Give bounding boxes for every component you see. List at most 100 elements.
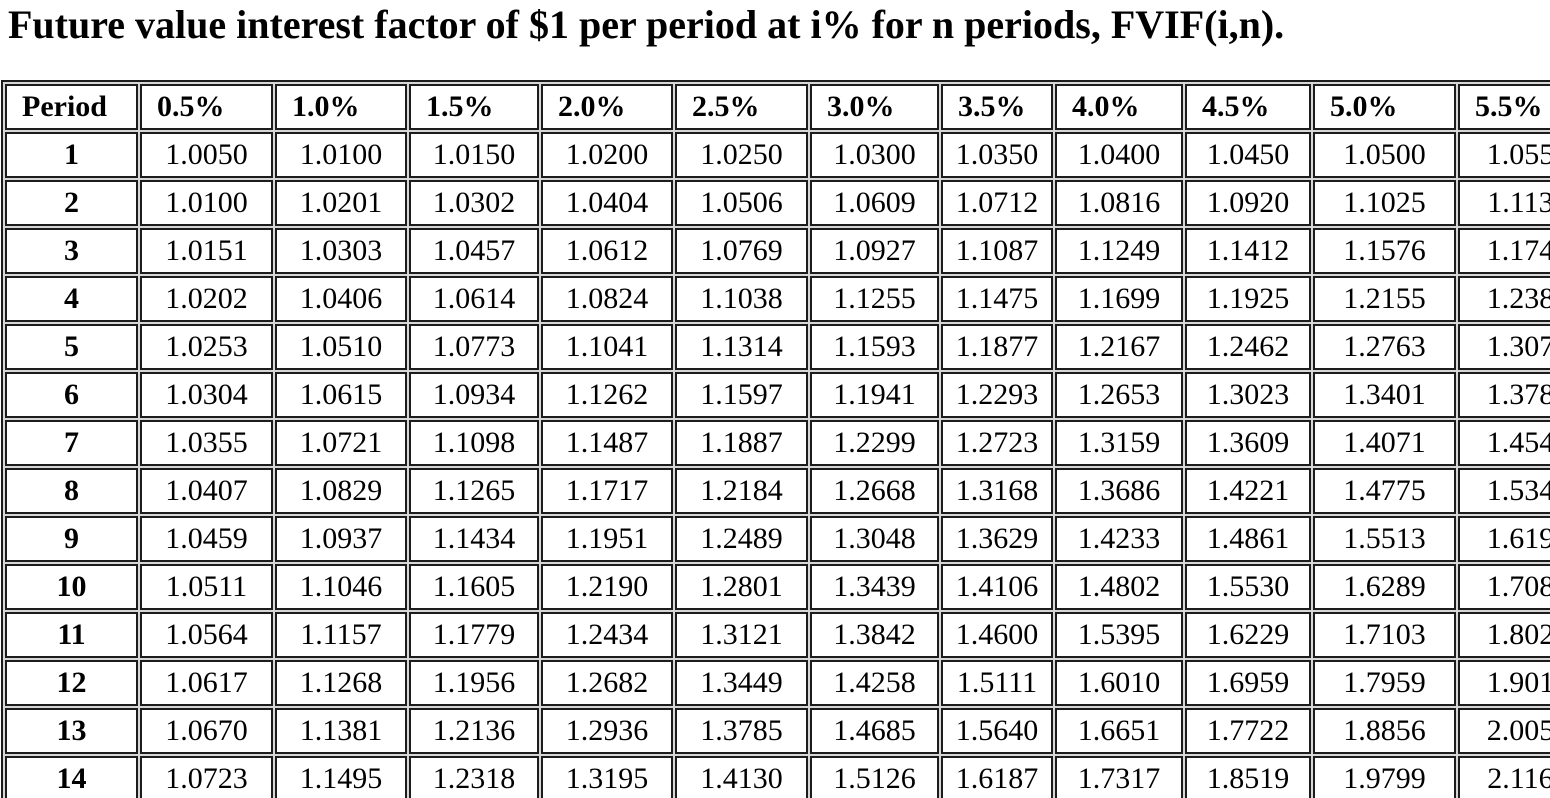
fvif-value-cell: 1.0253 <box>140 324 273 370</box>
fvif-value-cell: 1.0723 <box>140 756 273 798</box>
fvif-value-cell: 1.1412 <box>1185 228 1311 274</box>
period-cell: 4 <box>5 276 138 322</box>
fvif-value-cell: 1.0300 <box>810 132 939 178</box>
fvif-value-cell: 1.2489 <box>675 516 808 562</box>
fvif-value-cell: 1.0564 <box>140 612 273 658</box>
fvif-value-cell: 1.0829 <box>275 468 407 514</box>
fvif-value-cell: 1.3048 <box>810 516 939 562</box>
fvif-value-cell: 1.0302 <box>409 180 539 226</box>
rate-column-header: 5.5% <box>1458 84 1550 130</box>
fvif-value-cell: 1.0816 <box>1055 180 1183 226</box>
fvif-value-cell: 1.1887 <box>675 420 808 466</box>
fvif-value-cell: 1.0201 <box>275 180 407 226</box>
fvif-value-cell: 1.1956 <box>409 660 539 706</box>
period-cell: 6 <box>5 372 138 418</box>
fvif-value-cell: 1.6187 <box>941 756 1053 798</box>
fvif-value-cell: 1.4547 <box>1458 420 1550 466</box>
fvif-value-cell: 1.3842 <box>810 612 939 658</box>
fvif-value-cell: 1.0712 <box>941 180 1053 226</box>
fvif-value-cell: 1.6289 <box>1313 564 1456 610</box>
fvif-value-cell: 1.1576 <box>1313 228 1456 274</box>
period-column-header: Period <box>5 84 138 130</box>
fvif-value-cell: 1.2299 <box>810 420 939 466</box>
fvif-value-cell: 1.6191 <box>1458 516 1550 562</box>
table-row: 11 1.0564 1.1157 1.1779 1.2434 1.3121 1.3842 1.… <box>5 612 1550 658</box>
fvif-value-cell: 1.4802 <box>1055 564 1183 610</box>
fvif-value-cell: 1.0304 <box>140 372 273 418</box>
fvif-value-cell: 1.0459 <box>140 516 273 562</box>
fvif-value-cell: 1.2184 <box>675 468 808 514</box>
fvif-value-cell: 1.0250 <box>675 132 808 178</box>
fvif-value-cell: 1.0457 <box>409 228 539 274</box>
fvif-table: Period 0.5% 1.0% 1.5% 2.0% 2.5% 3.0% 3.5% 4.0% 4.… <box>1 80 1550 798</box>
fvif-value-cell: 1.0100 <box>140 180 273 226</box>
fvif-value-cell: 1.0614 <box>409 276 539 322</box>
fvif-value-cell: 1.0510 <box>275 324 407 370</box>
rate-column-header: 3.5% <box>941 84 1053 130</box>
fvif-value-cell: 1.8856 <box>1313 708 1456 754</box>
fvif-value-cell: 1.0769 <box>675 228 808 274</box>
fvif-value-cell: 1.1717 <box>541 468 673 514</box>
rate-column-header: 2.0% <box>541 84 673 130</box>
rate-column-header: 0.5% <box>140 84 273 130</box>
fvif-value-cell: 1.4130 <box>675 756 808 798</box>
fvif-value-cell: 1.7081 <box>1458 564 1550 610</box>
fvif-value-cell: 1.1038 <box>675 276 808 322</box>
table-row: 10 1.0511 1.1046 1.1605 1.2190 1.2801 1.3439 1.… <box>5 564 1550 610</box>
fvif-value-cell: 1.2462 <box>1185 324 1311 370</box>
fvif-value-cell: 1.2653 <box>1055 372 1183 418</box>
fvif-value-cell: 1.1255 <box>810 276 939 322</box>
fvif-value-cell: 1.4233 <box>1055 516 1183 562</box>
fvif-value-cell: 1.1087 <box>941 228 1053 274</box>
fvif-value-cell: 1.3159 <box>1055 420 1183 466</box>
fvif-value-cell: 1.0303 <box>275 228 407 274</box>
fvif-value-cell: 1.6010 <box>1055 660 1183 706</box>
rate-column-header: 2.5% <box>675 84 808 130</box>
fvif-value-cell: 1.6651 <box>1055 708 1183 754</box>
fvif-value-cell: 1.0615 <box>275 372 407 418</box>
fvif-value-cell: 1.0400 <box>1055 132 1183 178</box>
fvif-value-cell: 1.1699 <box>1055 276 1183 322</box>
fvif-value-cell: 1.1025 <box>1313 180 1456 226</box>
fvif-value-cell: 1.1495 <box>275 756 407 798</box>
period-cell: 12 <box>5 660 138 706</box>
fvif-value-cell: 1.0200 <box>541 132 673 178</box>
fvif-value-cell: 1.1951 <box>541 516 673 562</box>
fvif-value-cell: 1.1041 <box>541 324 673 370</box>
table-row: 12 1.0617 1.1268 1.1956 1.2682 1.3449 1.4258 1.… <box>5 660 1550 706</box>
fvif-value-cell: 1.1268 <box>275 660 407 706</box>
rate-column-header: 4.0% <box>1055 84 1183 130</box>
fvif-value-cell: 1.5530 <box>1185 564 1311 610</box>
period-cell: 5 <box>5 324 138 370</box>
period-cell: 13 <box>5 708 138 754</box>
fvif-value-cell: 1.0617 <box>140 660 273 706</box>
fvif-value-cell: 1.0920 <box>1185 180 1311 226</box>
fvif-value-cell: 1.3401 <box>1313 372 1456 418</box>
fvif-table-header: Period 0.5% 1.0% 1.5% 2.0% 2.5% 3.0% 3.5% 4.0% 4.… <box>5 84 1550 130</box>
fvif-value-cell: 1.1046 <box>275 564 407 610</box>
fvif-value-cell: 1.4861 <box>1185 516 1311 562</box>
rate-column-header: 1.5% <box>409 84 539 130</box>
period-cell: 14 <box>5 756 138 798</box>
fvif-value-cell: 1.2155 <box>1313 276 1456 322</box>
fvif-value-cell: 1.3788 <box>1458 372 1550 418</box>
fvif-value-cell: 1.7103 <box>1313 612 1456 658</box>
fvif-value-cell: 1.2936 <box>541 708 673 754</box>
fvif-value-cell: 1.6959 <box>1185 660 1311 706</box>
rate-column-header: 5.0% <box>1313 84 1456 130</box>
period-cell: 10 <box>5 564 138 610</box>
table-row: 14 1.0723 1.1495 1.2318 1.3195 1.4130 1.5126 1.… <box>5 756 1550 798</box>
fvif-value-cell: 1.1314 <box>675 324 808 370</box>
fvif-value-cell: 1.5395 <box>1055 612 1183 658</box>
fvif-value-cell: 1.1779 <box>409 612 539 658</box>
fvif-value-cell: 1.3785 <box>675 708 808 754</box>
period-cell: 2 <box>5 180 138 226</box>
fvif-value-cell: 1.0550 <box>1458 132 1550 178</box>
table-row: 8 1.0407 1.0829 1.1265 1.1717 1.2184 1.2668 1.3… <box>5 468 1550 514</box>
fvif-value-cell: 1.4106 <box>941 564 1053 610</box>
fvif-value-cell: 1.1941 <box>810 372 939 418</box>
table-row: 3 1.0151 1.0303 1.0457 1.0612 1.0769 1.0927 1.1… <box>5 228 1550 274</box>
fvif-value-cell: 1.9012 <box>1458 660 1550 706</box>
fvif-value-cell: 1.0670 <box>140 708 273 754</box>
fvif-value-cell: 1.2723 <box>941 420 1053 466</box>
